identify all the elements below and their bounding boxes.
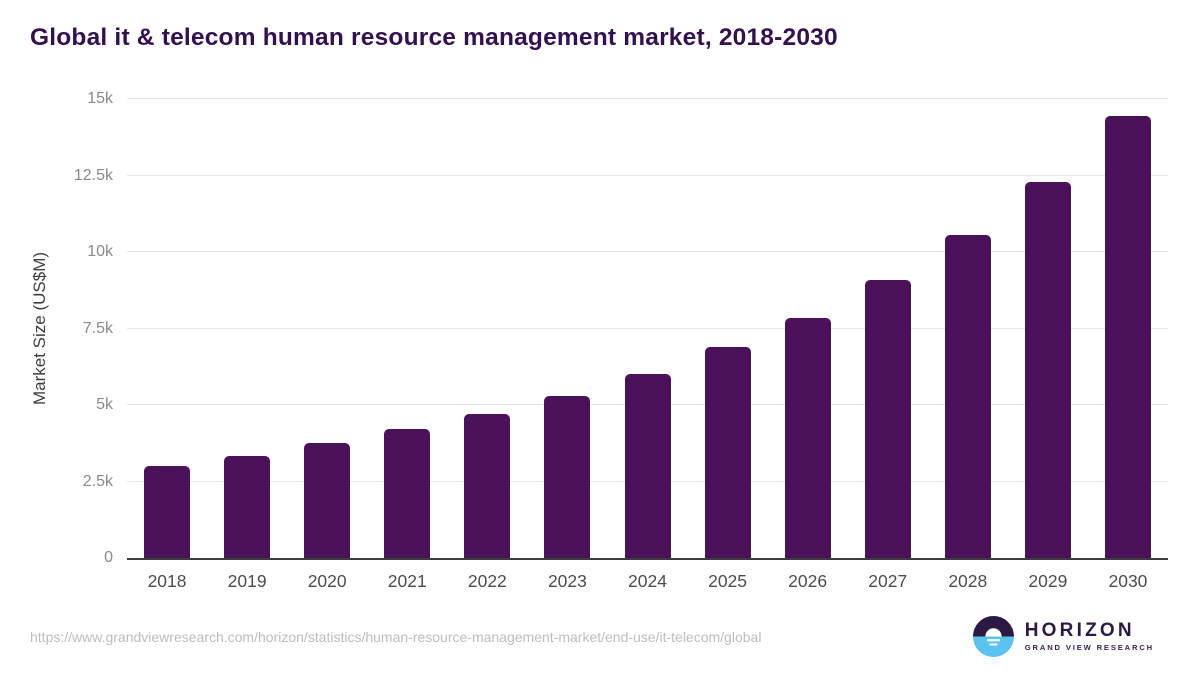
bar-2022[interactable] — [464, 414, 511, 558]
x-tick-label: 2022 — [467, 571, 507, 591]
grid-line — [127, 251, 1168, 252]
y-tick-label: 10k — [87, 243, 113, 260]
x-tick-label: 2030 — [1108, 571, 1148, 591]
bar-2024[interactable] — [624, 374, 671, 558]
y-tick-label: 2.5k — [82, 472, 113, 490]
bar-2020[interactable] — [304, 443, 351, 558]
bar-2028[interactable] — [944, 235, 991, 558]
logo-text: HORIZON GRAND VIEW RESEARCH — [1024, 619, 1154, 653]
plot-area: 0 2.5k 5k 7.5k 10k 12.5k 15k 2018 2019 2020 2021 20… — [74, 90, 1168, 591]
y-tick-label: 7.5k — [82, 319, 113, 337]
bar-2025[interactable] — [704, 346, 751, 558]
y-tick-label: 0 — [104, 549, 113, 566]
horizon-logo-icon — [972, 616, 1014, 657]
bar-2026[interactable] — [784, 317, 831, 558]
logo-subtitle: GRAND VIEW RESEARCH — [1024, 643, 1154, 653]
x-tick-label: 2023 — [547, 571, 587, 591]
grid-line — [127, 327, 1168, 329]
bar-2029[interactable] — [1024, 181, 1071, 558]
x-tick-label: 2028 — [948, 571, 988, 591]
grid-line — [127, 174, 1168, 176]
x-tick-label: 2024 — [628, 571, 667, 591]
y-axis-title: Market Size (US$M) — [30, 251, 49, 406]
x-tick-label: 2018 — [147, 571, 187, 591]
bar-2030[interactable] — [1104, 115, 1151, 558]
source-url[interactable]: https://www.grandviewresearch.com/horizo… — [30, 629, 762, 645]
y-tick-label: 12.5k — [73, 166, 113, 184]
bar-2019[interactable] — [224, 455, 271, 558]
x-tick-label: 2019 — [227, 571, 267, 591]
x-tick-label: 2020 — [307, 571, 347, 591]
horizon-logo: HORIZON GRAND VIEW RESEARCH — [972, 616, 1154, 657]
x-tick-label: 2029 — [1028, 571, 1068, 591]
bar-2021[interactable] — [384, 429, 431, 558]
y-tick-label: 15k — [87, 90, 113, 107]
x-tick-label: 2021 — [387, 571, 427, 591]
chart-title: Global it & telecom human resource manag… — [30, 24, 838, 51]
logo-title: HORIZON — [1024, 619, 1135, 641]
grid-line — [127, 98, 1168, 99]
y-tick-label: 5k — [96, 396, 113, 413]
bar-2018[interactable] — [144, 466, 191, 558]
bar-2027[interactable] — [864, 279, 911, 558]
x-tick-label: 2026 — [788, 571, 828, 591]
x-tick-label: 2025 — [708, 571, 748, 591]
x-tick-label: 2027 — [868, 571, 908, 591]
bar-2023[interactable] — [544, 395, 591, 558]
